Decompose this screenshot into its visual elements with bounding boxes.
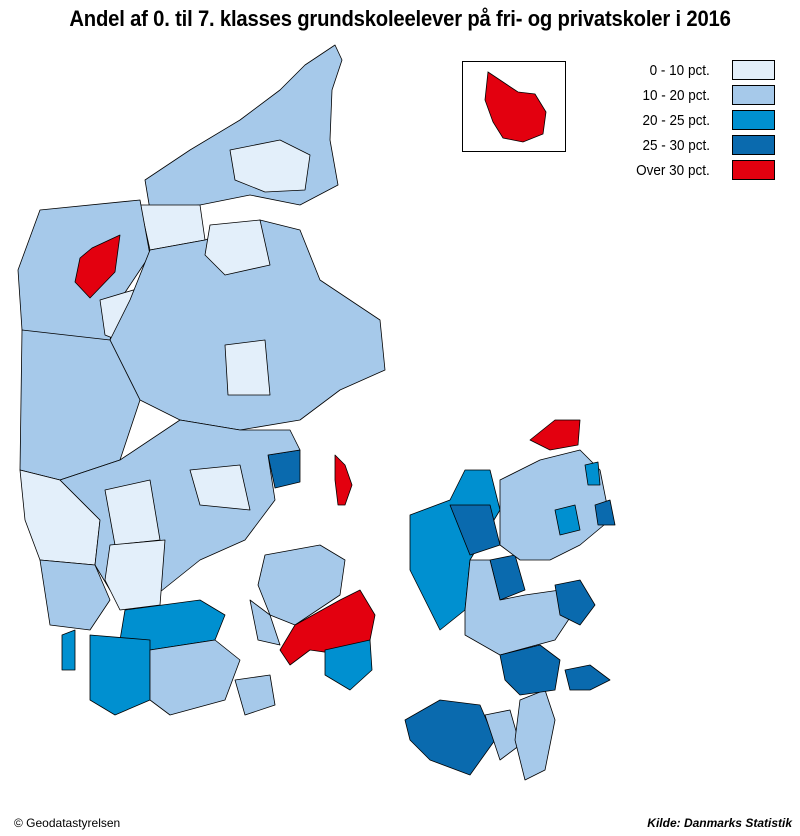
region xyxy=(104,479,161,546)
region xyxy=(61,629,76,671)
region xyxy=(554,579,596,626)
region xyxy=(89,634,151,716)
legend-label: 10 - 20 pct. xyxy=(642,87,710,104)
legend-swatch xyxy=(732,110,775,130)
region xyxy=(529,419,581,451)
map-title: Andel af 0. til 7. klasses grundskoleele… xyxy=(69,6,731,31)
region xyxy=(257,544,346,626)
region xyxy=(334,454,353,506)
bornholm-inset xyxy=(462,61,566,152)
region xyxy=(144,44,343,211)
region xyxy=(554,504,581,536)
region xyxy=(234,674,276,716)
legend-swatch xyxy=(732,60,775,80)
region xyxy=(39,559,111,631)
region xyxy=(404,699,496,776)
region xyxy=(499,449,611,561)
legend-item: 25 - 30 pct. xyxy=(600,135,800,157)
region xyxy=(594,499,616,526)
legend-item: Over 30 pct. xyxy=(600,160,800,182)
region xyxy=(267,449,301,489)
region xyxy=(499,644,561,696)
region xyxy=(74,234,121,299)
source-text: Kilde: Danmarks Statistik xyxy=(647,816,792,830)
copyright-text: © Geodatastyrelsen xyxy=(14,816,121,830)
legend-item: 10 - 20 pct. xyxy=(600,85,800,107)
legend-item: 0 - 10 pct. xyxy=(600,60,800,82)
region xyxy=(189,464,251,511)
legend-item: 20 - 25 pct. xyxy=(600,110,800,132)
region xyxy=(514,689,556,781)
region xyxy=(584,461,601,486)
region xyxy=(104,539,166,611)
region xyxy=(484,71,547,143)
legend-label: 0 - 10 pct. xyxy=(649,62,710,79)
legend-label: 20 - 25 pct. xyxy=(642,112,710,129)
region xyxy=(229,139,311,193)
legend-swatch xyxy=(732,160,775,180)
region xyxy=(204,219,271,276)
region xyxy=(564,664,611,691)
legend-label: 25 - 30 pct. xyxy=(642,137,710,154)
region xyxy=(249,599,281,646)
legend-swatch xyxy=(732,135,775,155)
legend-label: Over 30 pct. xyxy=(636,162,710,179)
region xyxy=(224,339,271,396)
bornholm-map xyxy=(484,71,547,143)
legend-swatch xyxy=(732,85,775,105)
region xyxy=(324,639,373,691)
region xyxy=(149,639,241,716)
